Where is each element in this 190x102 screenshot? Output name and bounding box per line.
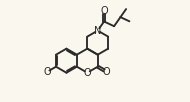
Text: O: O xyxy=(100,6,108,16)
Text: O: O xyxy=(43,67,51,77)
Text: O: O xyxy=(83,68,91,78)
Text: N: N xyxy=(94,26,101,36)
Text: O: O xyxy=(103,67,110,77)
